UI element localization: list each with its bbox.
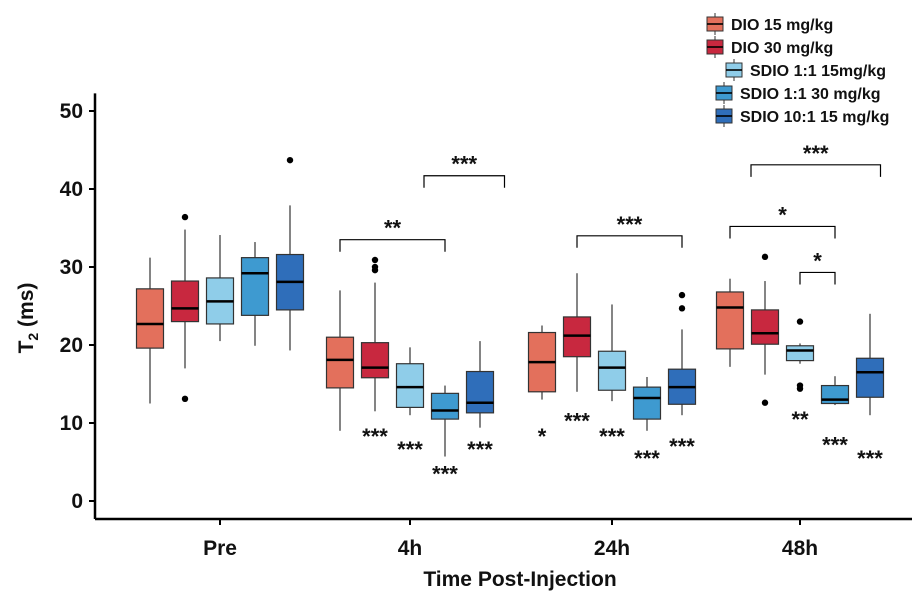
bracket-stars: ** xyxy=(384,216,402,241)
y-tick-label: 0 xyxy=(71,490,83,513)
box-2-1 xyxy=(395,347,425,416)
significance-stars: *** xyxy=(467,437,493,462)
box-1-0 xyxy=(170,213,200,403)
box-body xyxy=(240,257,270,316)
comparison-bracket xyxy=(729,225,836,239)
bracket-stars: *** xyxy=(451,152,477,177)
comparison-bracket xyxy=(576,235,683,248)
significance-stars: * xyxy=(538,424,547,449)
legend-label: SDIO 10:1 15 mg/kg xyxy=(740,109,889,126)
bracket-stars: * xyxy=(813,248,822,273)
outlier-point xyxy=(678,291,686,299)
box-3-2 xyxy=(632,376,662,431)
significance-stars: *** xyxy=(857,446,883,471)
box-1-1 xyxy=(360,256,390,412)
outlier-point xyxy=(286,156,294,164)
significance-stars: *** xyxy=(669,434,695,459)
legend-label: DIO 15 mg/kg xyxy=(731,17,833,34)
legend: DIO 15 mg/kg DIO 30 mg/kg SDIO 1:1 15mg/kg… xyxy=(706,13,889,127)
x-tick-label: 24h xyxy=(594,537,630,560)
box-body xyxy=(430,392,460,420)
box-4-3 xyxy=(855,313,885,416)
outlier-point xyxy=(181,395,189,403)
y-axis-title-subscript: 2 xyxy=(25,333,41,341)
legend-item: SDIO 1:1 30 mg/kg xyxy=(715,82,881,104)
legend-item: DIO 30 mg/kg xyxy=(706,36,833,58)
significance-stars: *** xyxy=(599,424,625,449)
box-groups xyxy=(135,156,885,457)
box-body xyxy=(632,386,662,420)
y-tick-label: 30 xyxy=(60,256,83,279)
x-tick-label: Pre xyxy=(203,537,237,560)
legend-item: SDIO 1:1 15mg/kg xyxy=(725,59,886,81)
box-3-0 xyxy=(240,242,270,346)
outlier-point xyxy=(181,213,189,221)
box-0-0 xyxy=(135,257,165,404)
x-axis-title: Time Post-Injection xyxy=(423,568,616,591)
box-1-2 xyxy=(562,273,592,392)
legend-label: SDIO 1:1 30 mg/kg xyxy=(740,86,881,103)
y-axis-title-main: T xyxy=(15,340,38,353)
significance-stars: *** xyxy=(432,461,458,486)
outlier-point xyxy=(371,266,379,274)
box-1-3 xyxy=(750,253,780,406)
box-body xyxy=(597,350,627,391)
box-body xyxy=(170,280,200,323)
box-body xyxy=(750,309,780,345)
outlier-point xyxy=(796,385,804,392)
significance-stars: *** xyxy=(564,408,590,433)
outlier-point xyxy=(678,305,686,312)
y-tick-label: 20 xyxy=(60,334,83,357)
legend-item: SDIO 10:1 15 mg/kg xyxy=(715,105,889,127)
y-tick-label: 40 xyxy=(60,178,83,201)
significance-stars: *** xyxy=(362,424,388,449)
box-body xyxy=(395,363,425,409)
box-3-3 xyxy=(820,376,850,406)
box-0-3 xyxy=(715,278,745,367)
x-tick-label: 4h xyxy=(398,537,423,560)
significance-stars: *** xyxy=(397,437,423,462)
significance-stars: ** xyxy=(791,407,809,432)
box-body xyxy=(785,345,815,362)
significance-stars: *** xyxy=(634,446,660,471)
legend-label: SDIO 1:1 15mg/kg xyxy=(750,63,886,80)
box-2-3 xyxy=(785,318,815,392)
y-axis-title: T2 (ms) xyxy=(15,283,41,354)
y-axis-title-unit: (ms) xyxy=(15,283,38,333)
box-4-1 xyxy=(465,341,495,428)
bracket-stars: *** xyxy=(617,212,643,237)
significance-annotations: ********************** **************** **… xyxy=(339,141,883,486)
legend-label: DIO 30 mg/kg xyxy=(731,40,833,57)
outlier-point xyxy=(371,256,379,264)
comparison-bracket xyxy=(799,271,836,285)
box-body xyxy=(135,288,165,349)
box-body xyxy=(855,357,885,398)
box-body xyxy=(465,370,495,414)
box-3-1 xyxy=(430,385,460,457)
box-2-0 xyxy=(205,235,235,342)
box-0-2 xyxy=(527,325,557,400)
significance-stars: *** xyxy=(822,433,848,458)
y-tick-label: 10 xyxy=(60,412,83,435)
comparison-bracket xyxy=(339,239,446,252)
comparison-bracket xyxy=(750,164,882,177)
comparison-bracket xyxy=(423,175,506,188)
y-tick-label: 50 xyxy=(60,100,83,123)
box-body xyxy=(715,291,745,350)
bracket-stars: *** xyxy=(803,141,829,166)
bracket-stars: * xyxy=(778,202,787,227)
box-4-0 xyxy=(275,156,305,351)
box-body xyxy=(325,336,355,389)
outlier-point xyxy=(796,318,804,325)
box-0-1 xyxy=(325,290,355,431)
outlier-point xyxy=(761,399,769,406)
axes: 0 10 20 30 40 50 Pre 4h 24h 48h xyxy=(60,93,912,560)
box-body xyxy=(360,342,390,379)
box-4-2 xyxy=(667,291,697,416)
legend-item: DIO 15 mg/kg xyxy=(706,13,833,35)
x-tick-label: 48h xyxy=(782,537,818,560)
box-2-2 xyxy=(597,304,627,402)
outlier-point xyxy=(761,253,769,261)
